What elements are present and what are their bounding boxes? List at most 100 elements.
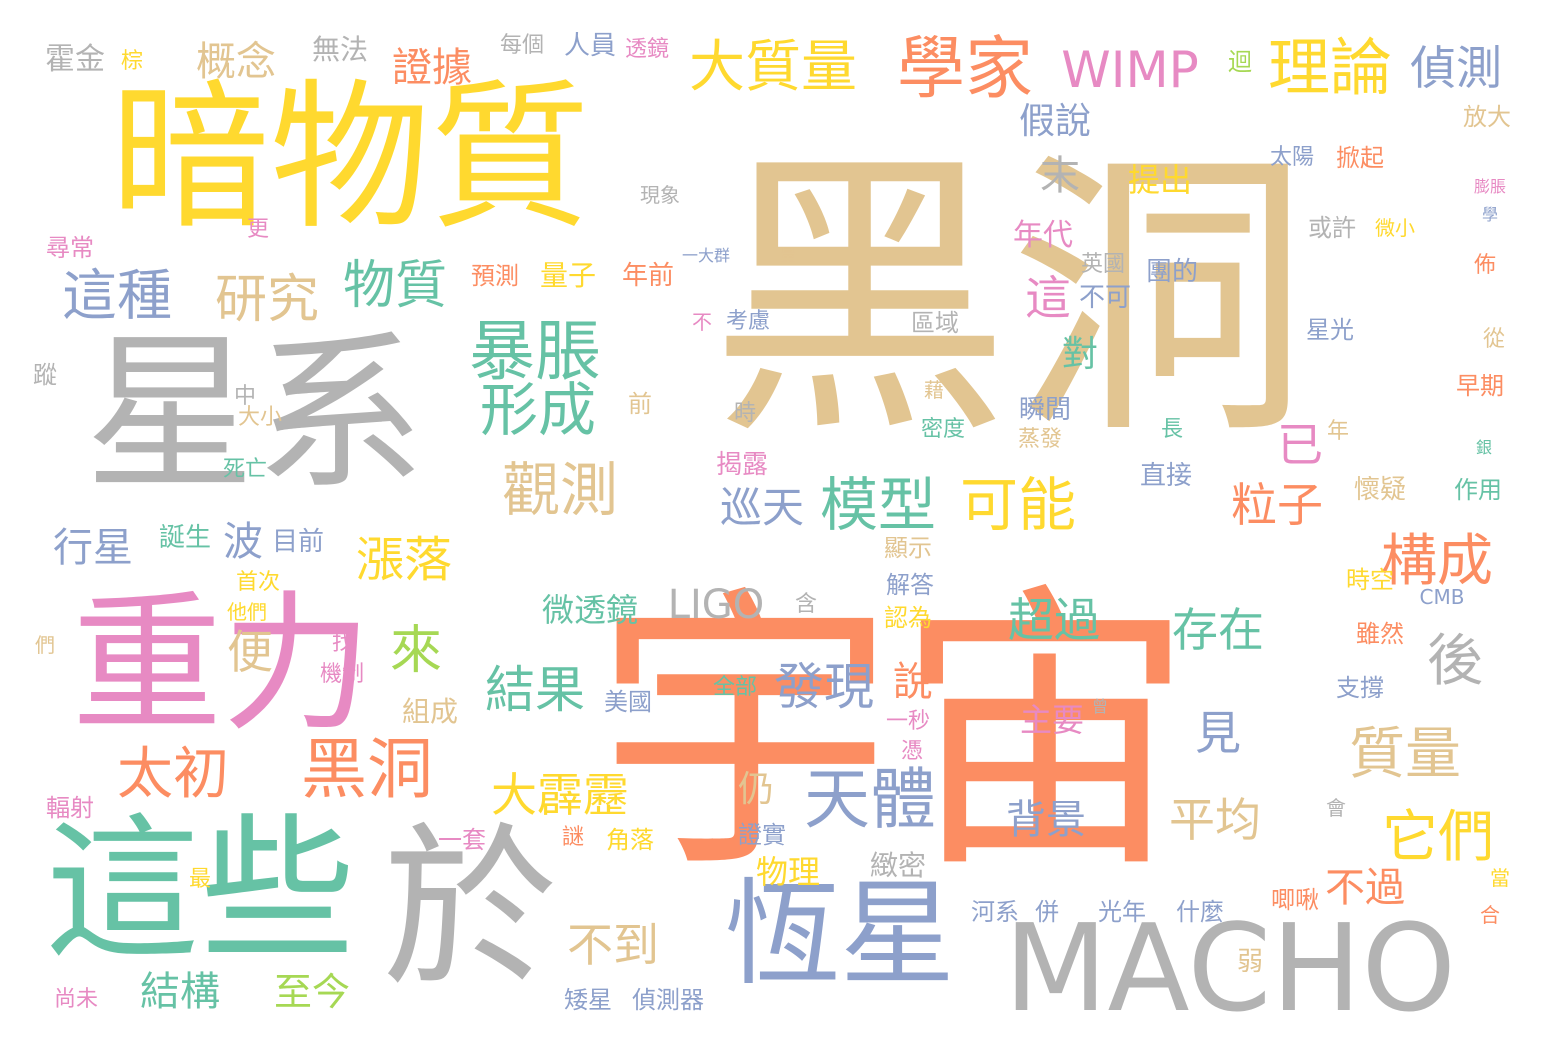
word-less-than: 不到 [567,918,659,972]
word-this: 這 [1025,271,1071,325]
word-before: 時 [733,401,757,426]
word-massive: 大質量 [689,35,857,100]
word-usa: 一大群 [681,246,731,265]
word-model: 模型 [819,471,937,539]
word-tiny: 微小 [1375,216,1415,240]
word-to: 對 [1061,334,1099,375]
word-contain: 曾 [1091,697,1109,716]
word-density: 藉 [924,378,944,402]
word-say: 說 [893,659,933,705]
word-survey: 巡天 [719,483,805,532]
word-reveal: 揭露 [715,450,769,480]
word-concept: 概念 [196,39,276,85]
word-sun: 太陽 [1269,145,1315,170]
word-time: 密度 [920,417,966,442]
word-personnel: 人員 [563,31,617,61]
word-matter: 物質 [342,256,448,316]
word-starlight: 星光 [1306,316,1354,344]
word-dwarf: 矮星 [564,986,612,1014]
word-phenomenon: 含 [794,592,818,617]
word-mystery: 謎 [561,825,585,850]
word-loop: 迴 [1228,48,1252,76]
word-see: 見 [1195,706,1241,760]
word-inflation: 暴脹 [469,313,601,390]
word-ordinary: 更 [246,217,270,242]
word-region: 區域 [911,309,959,337]
word-big-bang: 大霹靂 [491,768,629,822]
word-uk: 英國 [1080,252,1126,277]
word-era: 年代 [1013,218,1073,253]
word-end: 末 [1040,153,1080,199]
word-detector: 偵測器 [632,986,704,1014]
word-celestial-body: 天體 [804,761,936,838]
word-think: 認為 [884,604,932,632]
word-merge-combine: 合 [1480,903,1500,927]
word-death: 前 [628,390,652,418]
word-ligo: LIGO [667,582,765,628]
word-they: 它們 [1382,805,1494,870]
word-not: 不 [692,310,712,334]
word-show: 顯示 [884,534,932,562]
word-confirm: 證實 [738,821,786,849]
word-cmb: CMB [1419,585,1465,609]
word-weak: 弱 [1236,947,1264,977]
word-quantum: 量子 [539,259,597,292]
word-mass: 質量 [1349,722,1461,787]
word-hawking: 霍金 [45,42,105,77]
word-will: 全部 [712,675,758,700]
word-possible: 可能 [959,471,1077,539]
word-year: 放大 [1463,103,1511,131]
word-after: 後 [1427,629,1483,694]
word-chirp: 唧啾 [1271,886,1319,914]
word-compact: 緻密 [869,849,927,882]
word-birth: 誕生 [158,523,212,553]
word-black-hole-small: 黑洞 [301,731,433,808]
word-exist: 存在 [1172,603,1264,657]
word-predict: 預測 [471,262,519,290]
word-come: 來 [389,621,443,681]
word-by-means: 長 [1160,417,1184,442]
word-gravity: 重力 [71,578,373,752]
word-still: 仍 [737,769,775,810]
word-observe: 觀測 [501,456,619,524]
word-unable: 無法 [311,33,369,66]
word-distribute: 從 [1482,327,1506,352]
word-result: 結果 [485,661,585,719]
word-trace: 中 [233,384,257,409]
word-microlensing: 微透鏡 [541,591,639,629]
word-merge: 併 [1035,898,1059,926]
word-this-kind: 這種 [61,263,173,328]
word-black-hole-large: 黑洞 [710,125,1310,474]
word-corner: 角落 [606,826,654,854]
word-perhaps: 或許 [1308,214,1356,242]
word-dark-matter: 暗物質 [109,64,591,251]
word-not-yet: 尚未 [53,987,99,1012]
word-size: 死亡 [222,457,268,482]
word-rely: 憑 [900,739,924,764]
word-light-year: 光年 [1098,898,1146,926]
word-brown: 棕 [120,49,144,74]
word-these: 這些 [45,799,355,981]
word-galaxy-milky: 河系 [971,898,1019,926]
word-main: 主要 [1019,701,1085,739]
word-radiation: 輻射 [46,794,94,822]
word-until-now: 至今 [273,970,351,1014]
word-such: 尋常 [46,234,94,262]
word-current: 目前 [271,527,325,557]
word-then: 便 [227,625,273,679]
word-background: 背景 [1006,797,1086,843]
word-composition: 組成 [401,695,459,728]
word-plural: 最 [188,867,212,892]
word-a-set: 一套 [438,826,486,854]
word-already: 已 [1277,418,1323,472]
word-compose: 構成 [1381,529,1493,594]
word-they-m: 他們 [227,600,267,624]
word-propose: 提出 [1127,161,1193,199]
word-effect: 作用 [1454,476,1502,504]
word-amount: 現象 [640,183,680,207]
word-cluster: 團的 [1145,257,1199,287]
word-form: 形成 [479,376,597,444]
word-stir-up: 掀起 [1336,144,1384,172]
word-particle: 粒子 [1231,478,1323,532]
word-evidence: 證據 [392,45,472,91]
